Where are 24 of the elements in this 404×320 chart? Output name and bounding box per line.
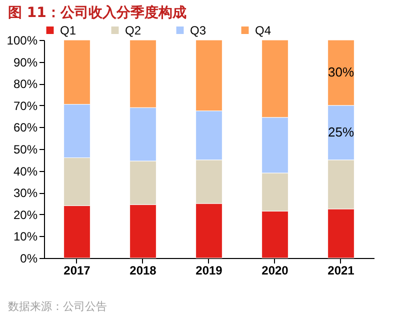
y-tick-label: 0% xyxy=(20,252,38,266)
y-tick-label: 20% xyxy=(13,208,38,222)
source-note: 数据来源：公司公告 xyxy=(8,299,107,314)
legend-label: Q4 xyxy=(255,23,272,38)
y-tick-label: 100% xyxy=(6,34,38,48)
x-tick-label: 2019 xyxy=(196,264,223,278)
legend-label: Q3 xyxy=(190,23,206,38)
data-label: 30% xyxy=(328,64,354,80)
y-tick-label: 70% xyxy=(13,98,38,113)
y-tick-label: 80% xyxy=(13,77,38,92)
legend-label: Q2 xyxy=(125,23,142,38)
legend-label: Q1 xyxy=(60,23,76,38)
y-tick-label: 50% xyxy=(13,142,38,156)
x-tick-label: 2020 xyxy=(262,264,289,278)
y-tick-label: 60% xyxy=(13,120,38,135)
y-tick-label: 40% xyxy=(13,164,38,178)
y-tick-label: 30% xyxy=(13,186,38,200)
x-tick-label: 2018 xyxy=(130,264,157,278)
y-tick-label: 90% xyxy=(13,55,38,70)
y-tick-label: 10% xyxy=(13,230,38,244)
chart-title: 图 11：公司收入分季度构成 xyxy=(8,4,186,21)
x-tick-label: 2017 xyxy=(64,264,91,278)
data-label: 25% xyxy=(328,124,354,140)
x-tick-label: 2021 xyxy=(328,264,355,278)
